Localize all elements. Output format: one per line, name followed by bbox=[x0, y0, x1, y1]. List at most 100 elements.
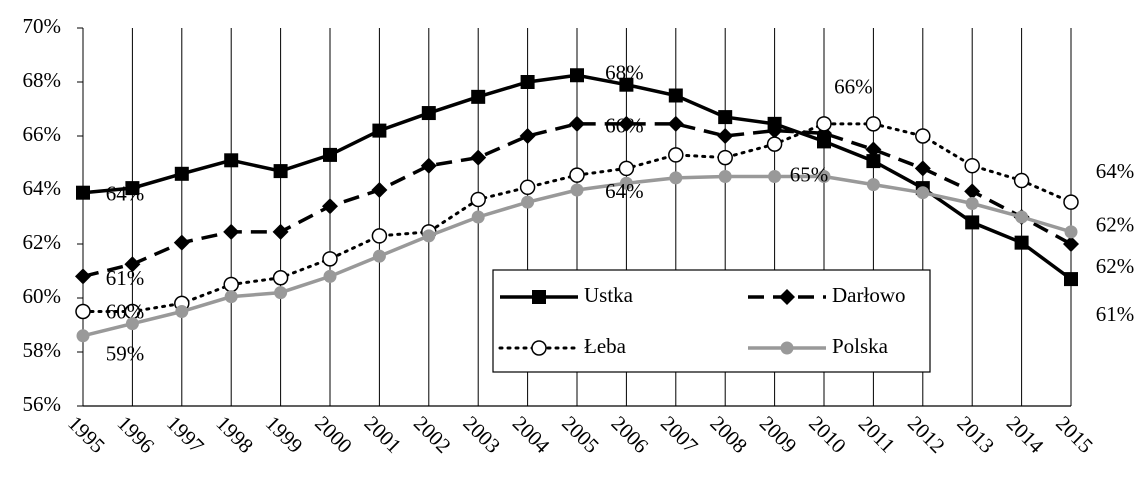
y-tick-label: 70% bbox=[23, 14, 62, 38]
marker bbox=[322, 251, 338, 267]
marker bbox=[619, 176, 633, 190]
marker bbox=[75, 303, 91, 320]
marker bbox=[273, 164, 288, 179]
marker bbox=[915, 128, 931, 144]
marker bbox=[422, 229, 436, 243]
marker bbox=[223, 223, 240, 240]
marker bbox=[323, 147, 337, 162]
x-tick-label: 2000 bbox=[310, 411, 357, 458]
data-label: 62% bbox=[1096, 213, 1135, 237]
marker bbox=[570, 183, 584, 197]
x-tick-label: 1995 bbox=[63, 411, 110, 458]
marker bbox=[569, 167, 585, 183]
legend: Ustka Darłowo Łeba Polska bbox=[492, 269, 931, 373]
marker bbox=[274, 286, 288, 300]
marker bbox=[520, 75, 535, 89]
marker bbox=[1063, 194, 1079, 210]
marker bbox=[866, 178, 880, 192]
x-tick-label: 2010 bbox=[804, 411, 851, 458]
marker bbox=[866, 154, 881, 169]
legend-label: Darłowo bbox=[832, 283, 905, 307]
marker bbox=[224, 290, 238, 304]
data-label: 65% bbox=[790, 162, 829, 186]
marker bbox=[1064, 225, 1078, 239]
marker bbox=[471, 89, 486, 104]
marker bbox=[668, 147, 684, 163]
marker bbox=[766, 136, 783, 152]
marker bbox=[768, 170, 782, 183]
x-tick-label: 2002 bbox=[409, 411, 456, 458]
x-tick-label: 2001 bbox=[360, 411, 407, 458]
marker bbox=[717, 149, 733, 166]
marker bbox=[817, 170, 831, 183]
marker bbox=[224, 153, 239, 168]
marker bbox=[420, 157, 437, 174]
marker bbox=[223, 276, 239, 293]
marker bbox=[471, 210, 485, 224]
y-tick-label: 58% bbox=[23, 338, 62, 362]
marker bbox=[75, 268, 91, 285]
y-tick-label: 62% bbox=[23, 230, 62, 254]
marker bbox=[371, 228, 388, 244]
marker bbox=[816, 116, 832, 132]
marker bbox=[914, 160, 931, 177]
marker bbox=[175, 305, 189, 318]
x-tick-label: 1999 bbox=[261, 411, 308, 458]
marker bbox=[421, 106, 436, 121]
marker bbox=[619, 77, 634, 92]
marker bbox=[531, 340, 547, 356]
x-tick-label: 1998 bbox=[211, 411, 258, 458]
marker bbox=[779, 289, 795, 305]
data-label: 64% bbox=[605, 179, 644, 203]
x-tick-label: 2005 bbox=[557, 411, 604, 458]
marker bbox=[718, 110, 733, 125]
marker bbox=[668, 88, 683, 103]
marker bbox=[470, 149, 487, 166]
marker bbox=[1013, 172, 1030, 189]
marker bbox=[817, 134, 831, 149]
y-tick-label: 60% bbox=[23, 284, 62, 308]
data-label: 64% bbox=[1096, 159, 1135, 183]
marker bbox=[669, 171, 683, 185]
x-tick-label: 2014 bbox=[1002, 411, 1049, 458]
x-tick-label: 2006 bbox=[607, 411, 654, 458]
marker bbox=[76, 185, 90, 200]
marker bbox=[865, 116, 882, 132]
y-tick-label: 56% bbox=[23, 392, 62, 416]
x-tick-label: 2012 bbox=[903, 411, 950, 458]
marker bbox=[173, 234, 190, 251]
marker bbox=[519, 179, 536, 196]
marker bbox=[766, 122, 783, 139]
marker bbox=[618, 115, 635, 132]
marker bbox=[125, 317, 139, 331]
marker bbox=[519, 128, 536, 144]
x-tick-label: 2013 bbox=[952, 411, 999, 458]
marker bbox=[916, 186, 930, 200]
marker bbox=[1015, 210, 1029, 224]
x-tick-label: 2008 bbox=[705, 411, 752, 458]
x-tick-label: 2004 bbox=[508, 411, 555, 458]
marker bbox=[1064, 272, 1078, 287]
data-label: 61% bbox=[106, 266, 145, 290]
marker bbox=[372, 249, 386, 263]
marker bbox=[272, 270, 289, 286]
data-label: 61% bbox=[1096, 302, 1135, 326]
marker bbox=[964, 183, 981, 200]
marker bbox=[371, 182, 388, 198]
marker bbox=[124, 256, 141, 273]
data-label: 66% bbox=[605, 114, 644, 138]
series-line bbox=[82, 122, 1072, 279]
marker bbox=[372, 123, 387, 138]
marker bbox=[521, 195, 535, 209]
data-label: 59% bbox=[106, 342, 145, 366]
x-tick-label: 2011 bbox=[854, 411, 900, 457]
marker bbox=[174, 166, 189, 181]
marker bbox=[272, 223, 289, 240]
legend-box bbox=[492, 269, 931, 373]
marker bbox=[570, 68, 584, 83]
data-label: 62% bbox=[1096, 254, 1135, 278]
y-tick-label: 66% bbox=[23, 122, 62, 146]
marker bbox=[717, 128, 734, 144]
marker bbox=[569, 115, 585, 132]
